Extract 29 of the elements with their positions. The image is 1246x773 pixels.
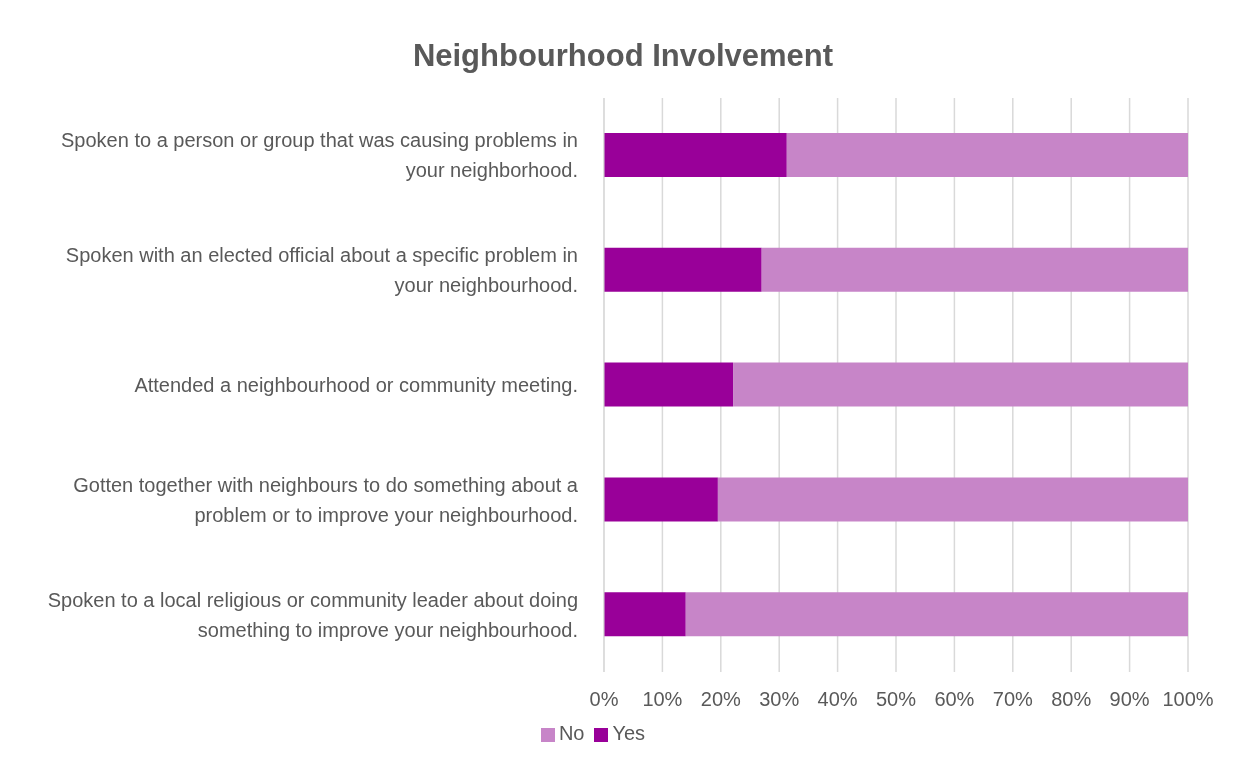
bar bbox=[604, 133, 787, 177]
x-tick-label: 80% bbox=[1051, 688, 1092, 711]
y-tick-label: Spoken to a person or group that was causing problems in your neighborhood. bbox=[61, 129, 578, 182]
x-tick-label: 50% bbox=[875, 688, 917, 711]
x-tick-label: 60% bbox=[934, 688, 975, 711]
legend-label: No bbox=[558, 722, 585, 744]
bar bbox=[761, 247, 1188, 292]
bar bbox=[717, 477, 1188, 522]
x-tick-label: 30% bbox=[759, 688, 800, 711]
bar bbox=[604, 477, 718, 522]
chart-title: Neighbourhood Involvement bbox=[411, 37, 835, 75]
x-tick-label: 10% bbox=[642, 688, 683, 711]
bar bbox=[604, 592, 686, 637]
x-tick-label: 100% bbox=[1162, 688, 1214, 711]
bar bbox=[733, 362, 1188, 407]
x-tick-label: 0% bbox=[589, 688, 619, 711]
y-tick-label: Gotten together with neighbours to do something about a problem or to improve your neighbourhood. bbox=[73, 473, 579, 526]
y-tick-label: Spoken to a local religious or community leader about doing something to improve your neighbourhood. bbox=[47, 588, 578, 641]
bar bbox=[604, 247, 762, 292]
bar bbox=[786, 133, 1188, 177]
x-tick-label: 90% bbox=[1109, 688, 1150, 711]
y-tick-label: Spoken with an elected official about a specific problem in your neighbourhood. bbox=[65, 244, 578, 297]
legend-label: Yes bbox=[612, 722, 646, 744]
x-tick-label: 20% bbox=[700, 688, 742, 711]
y-tick-label: Attended a neighbourhood or community meeting. bbox=[134, 374, 578, 396]
bar bbox=[685, 592, 1188, 637]
x-tick-label: 70% bbox=[992, 688, 1034, 711]
x-tick-label: 40% bbox=[817, 688, 858, 711]
bar bbox=[604, 362, 734, 407]
